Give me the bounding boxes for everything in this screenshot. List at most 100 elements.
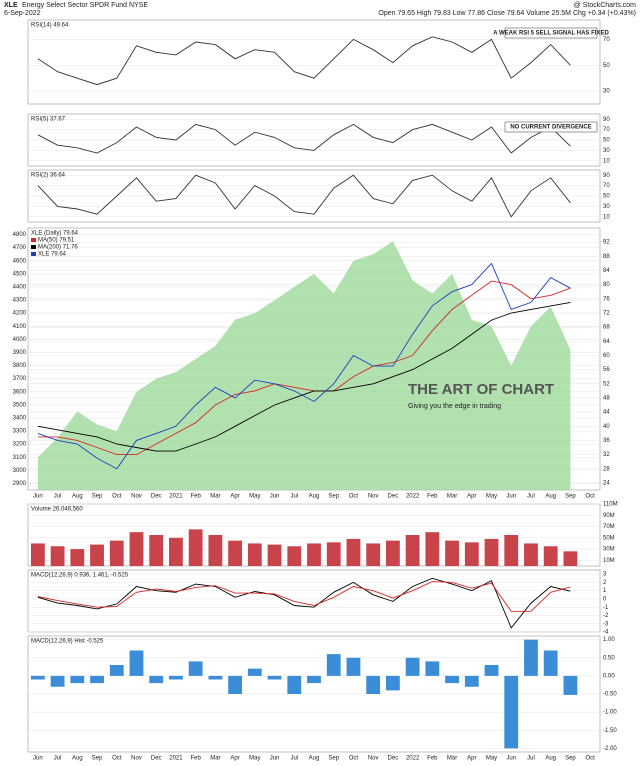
y-tick-label: 4300 [13, 298, 27, 304]
line [37, 581, 571, 612]
y-tick-label: 3900 [13, 350, 27, 356]
y-tick-label: 60 [603, 353, 610, 359]
bar [169, 537, 183, 566]
y-tick-label: 90 [603, 117, 610, 123]
x-tick-label: Feb [190, 494, 201, 500]
y-tick-label: 64 [603, 339, 610, 345]
bar [366, 543, 381, 566]
bar [385, 540, 400, 566]
x-tick-label: Mar [210, 494, 220, 500]
bar [247, 668, 262, 676]
x-tick-label: Jun [270, 494, 280, 500]
x-tick-label: Apr [230, 494, 239, 500]
x-tick-label: Jul [290, 756, 298, 762]
panel-title: Volume 26,046,560 [31, 507, 83, 513]
bar [307, 543, 321, 566]
y-tick-label: 28 [603, 466, 610, 472]
x-tick-label: Jun [33, 756, 43, 762]
x-tick-label: Jun [506, 756, 516, 762]
x-tick-label: Nov [131, 494, 142, 500]
y-tick-label: 3400 [13, 416, 27, 422]
y-tick-label: 4100 [13, 324, 27, 330]
x-tick-label: Mar [447, 756, 457, 762]
bar [464, 675, 479, 687]
y-tick-label: 30 [603, 89, 610, 95]
bar [504, 535, 519, 566]
bar [385, 675, 400, 691]
y-tick-label: 70 [603, 37, 610, 43]
bar [30, 675, 45, 680]
y-tick-label: 56 [603, 367, 610, 373]
bar [50, 675, 65, 687]
x-tick-label: Feb [190, 756, 201, 762]
bar [70, 549, 85, 566]
x-tick-label: Oct [585, 494, 595, 500]
y-tick-label: 30M [603, 547, 615, 553]
y-tick-label: 52 [603, 381, 610, 387]
bar [208, 675, 223, 680]
x-tick-label: Oct [349, 756, 359, 762]
y-tick-label: 68 [603, 325, 610, 331]
x-tick-label: Jul [54, 494, 62, 500]
bar [149, 535, 164, 566]
y-tick-label: 3200 [13, 442, 27, 448]
bar [543, 546, 558, 566]
site: @ StockCharts.com [574, 2, 637, 9]
y-tick-label: 2900 [13, 481, 27, 487]
bar [445, 675, 459, 684]
panel-title: RSI(5) 37.67 [31, 117, 66, 123]
x-tick-label: Aug [72, 494, 83, 500]
bar [484, 538, 499, 566]
bar [129, 532, 144, 566]
x-tick-label: Dec [388, 494, 399, 500]
x-tick-label: Dec [151, 756, 162, 762]
bar [129, 650, 144, 676]
bar [228, 675, 243, 694]
bar [464, 542, 479, 566]
bar [326, 542, 341, 566]
bar [563, 551, 578, 566]
y-tick-label: 48 [603, 396, 610, 402]
bar [563, 675, 578, 695]
y-tick-label: -2 [603, 613, 609, 619]
line [37, 36, 571, 86]
x-tick-label: May [486, 494, 497, 500]
x-tick-label: Jul [54, 756, 62, 762]
x-tick-label: Apr [230, 756, 239, 762]
bar [287, 675, 302, 694]
y-tick-label: 30 [603, 204, 610, 210]
panel-frame [27, 19, 601, 105]
x-tick-label: Oct [112, 494, 122, 500]
y-tick-label: -4 [603, 630, 609, 636]
bar [267, 544, 282, 566]
bar [247, 543, 262, 566]
annotation-box [504, 27, 598, 39]
y-tick-label: 92 [603, 240, 610, 246]
tagline: Giving you the edge in trading [408, 403, 501, 410]
y-tick-label: 2 [603, 580, 607, 586]
y-tick-label: 4800 [13, 232, 27, 238]
x-tick-label: 2021 [169, 756, 183, 762]
bar [267, 675, 282, 680]
x-tick-label: Mar [447, 494, 457, 500]
y-tick-label: 10 [603, 214, 610, 220]
x-tick-label: Feb [427, 494, 438, 500]
panel-title: RSI(14) 49.64 [31, 23, 69, 29]
y-tick-label: 50 [603, 63, 610, 69]
legend-swatch [31, 245, 36, 249]
x-tick-label: Aug [545, 494, 556, 500]
y-tick-label: -1.00 [603, 710, 617, 716]
x-tick-label: May [249, 494, 260, 500]
legend-swatch [31, 252, 36, 256]
x-tick-label: Sep [92, 756, 103, 762]
bar [346, 657, 361, 676]
bar [524, 543, 538, 566]
bar [425, 532, 440, 566]
x-tick-label: Oct [112, 756, 122, 762]
y-tick-label: -3 [603, 621, 609, 627]
y-tick-label: 76 [603, 296, 610, 302]
y-tick-label: 3 [603, 572, 607, 578]
y-tick-label: -2.00 [603, 746, 617, 752]
x-tick-label: Mar [210, 756, 220, 762]
